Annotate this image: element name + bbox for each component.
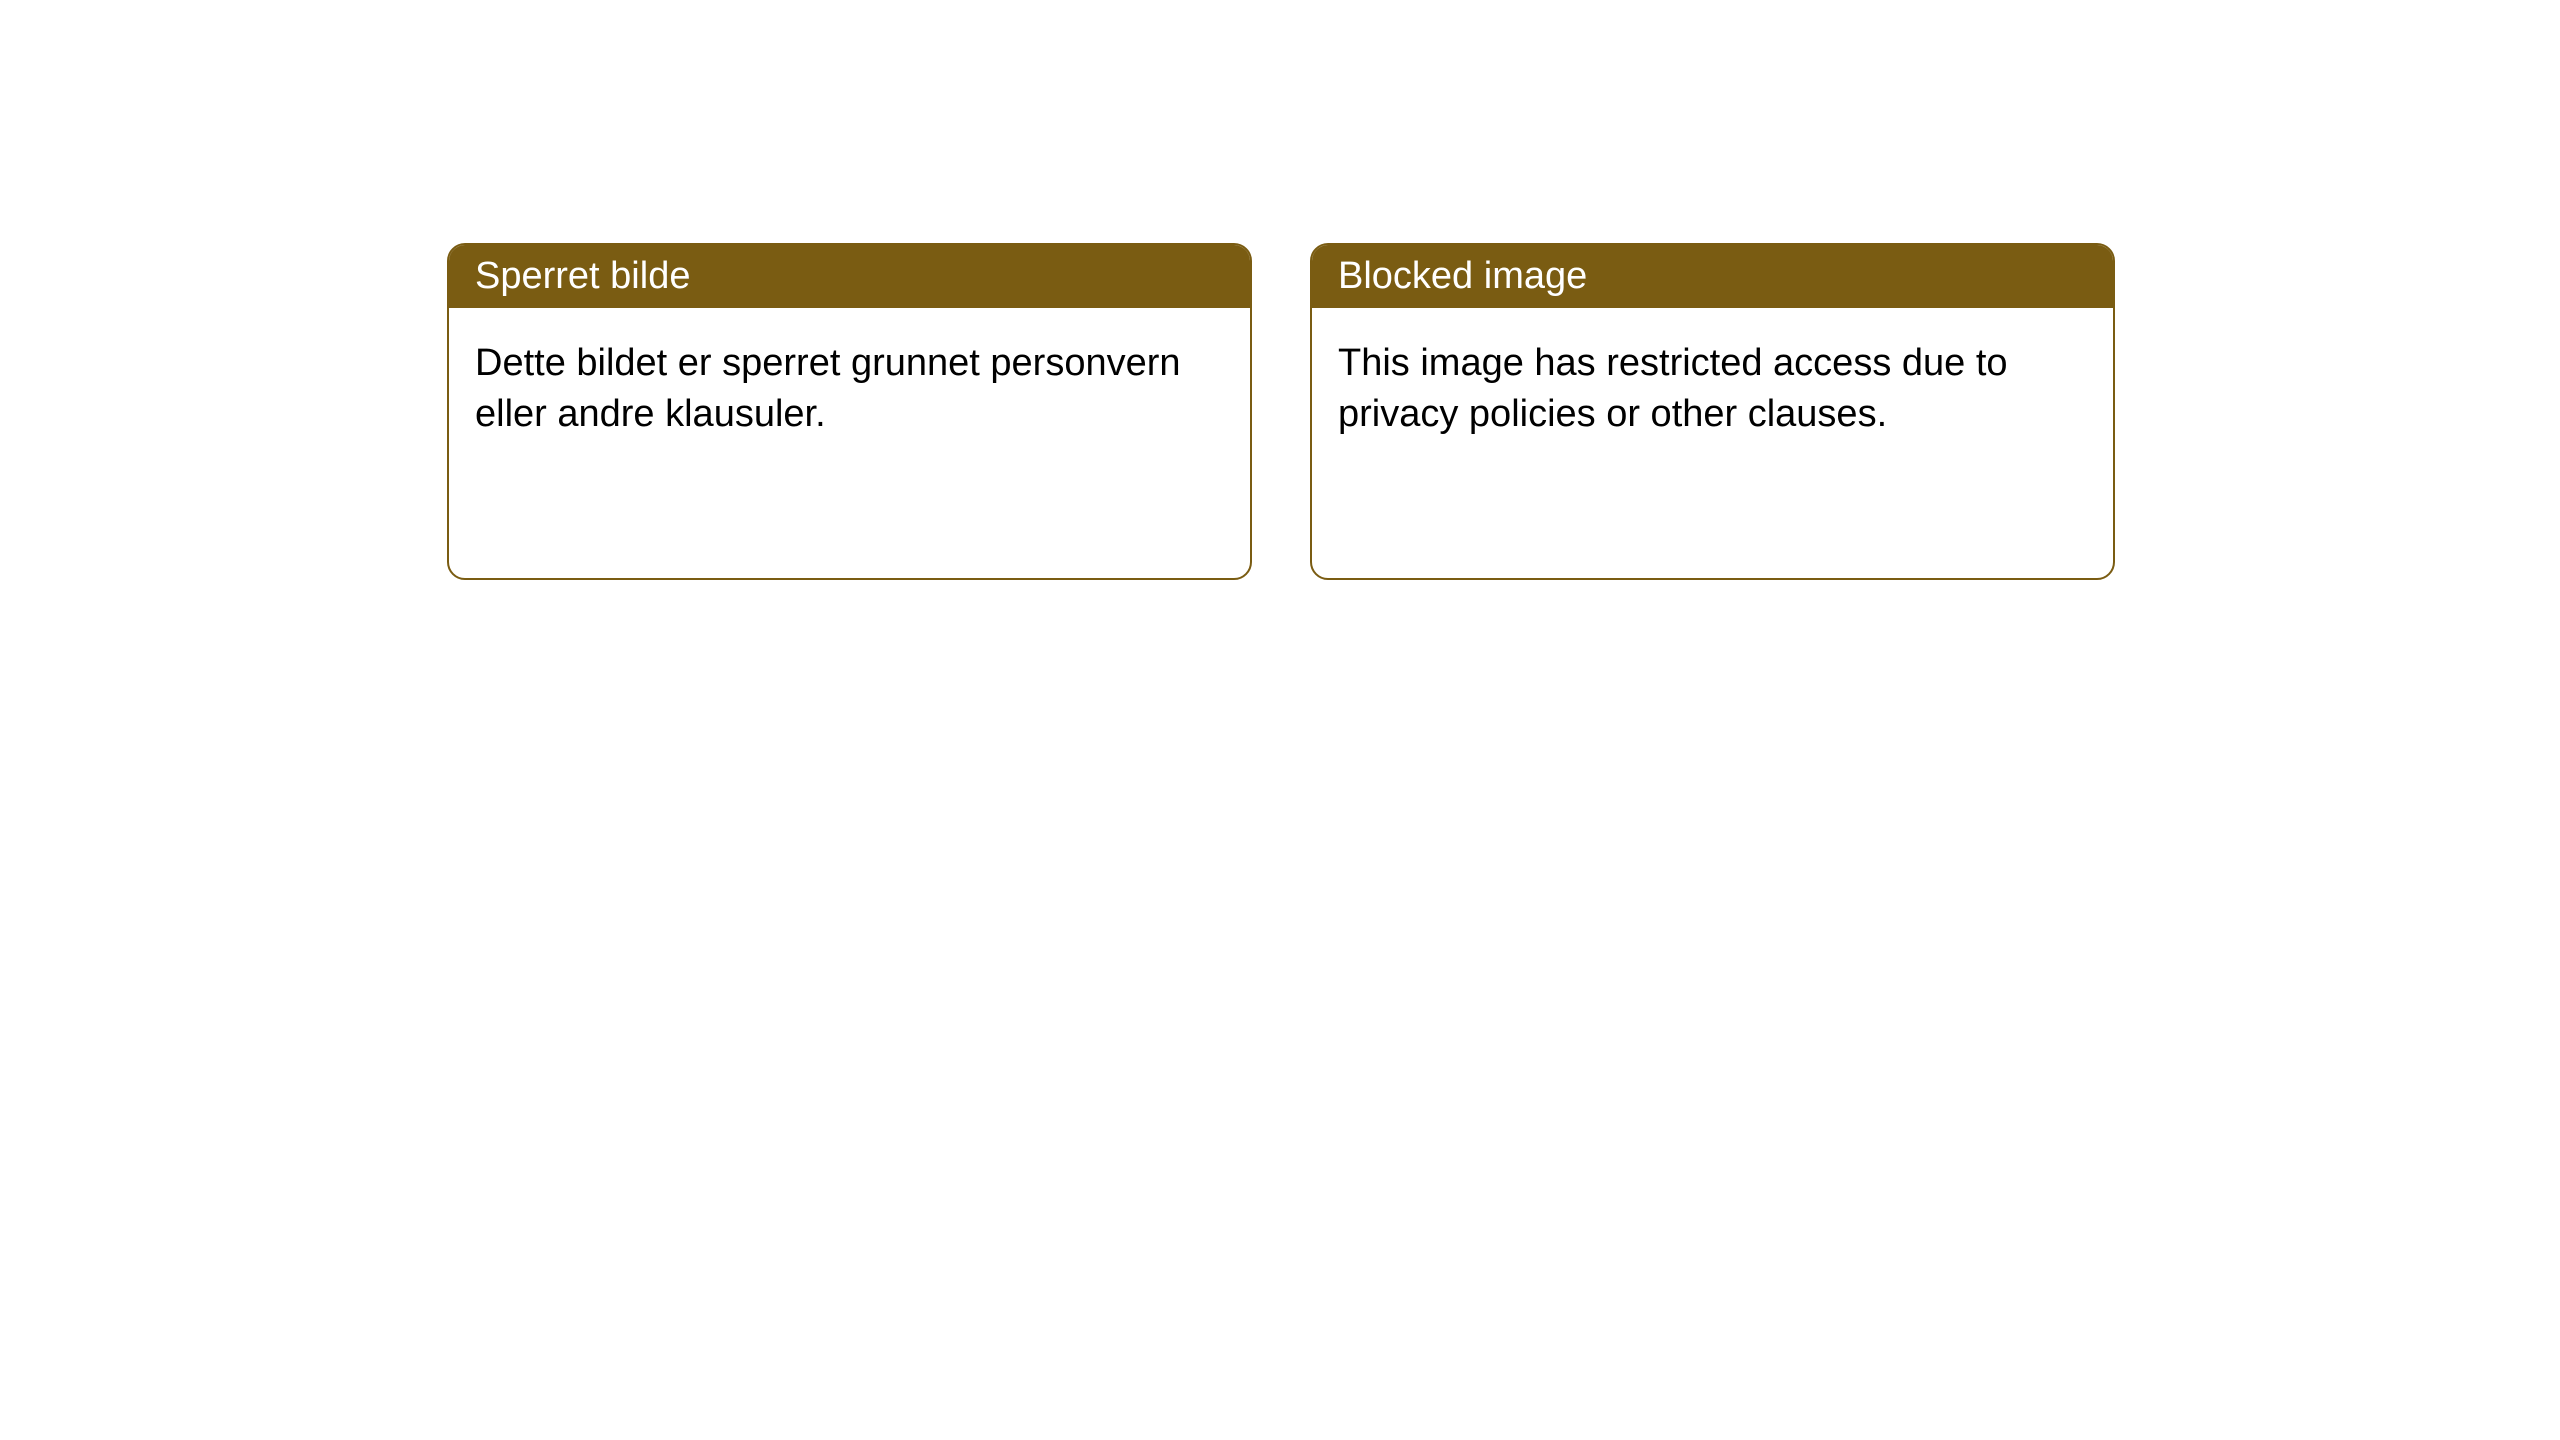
notice-container: Sperret bilde Dette bildet er sperret gr…: [0, 0, 2560, 580]
notice-card-norwegian: Sperret bilde Dette bildet er sperret gr…: [447, 243, 1252, 580]
notice-header: Sperret bilde: [449, 245, 1250, 308]
notice-card-english: Blocked image This image has restricted …: [1310, 243, 2115, 580]
notice-header: Blocked image: [1312, 245, 2113, 308]
notice-body: Dette bildet er sperret grunnet personve…: [449, 308, 1250, 471]
notice-body: This image has restricted access due to …: [1312, 308, 2113, 471]
